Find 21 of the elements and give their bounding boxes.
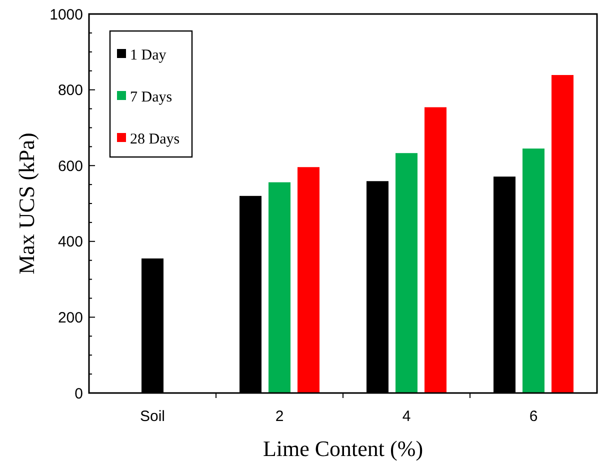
x-tick-label: Soil (140, 408, 166, 425)
bar (396, 153, 418, 393)
x-axis-title: Lime Content (%) (262, 436, 424, 461)
y-tick-label: 0 (74, 385, 83, 402)
bar (298, 167, 320, 393)
legend-label: 28 Days (130, 131, 180, 148)
y-tick-label: 600 (58, 158, 83, 175)
bar (424, 107, 446, 393)
y-tick-label: 400 (58, 234, 83, 251)
x-tick-label: 2 (275, 408, 284, 425)
y-axis-title: Max UCS (kPa) (14, 132, 39, 274)
bar (552, 75, 574, 393)
bar (522, 148, 544, 393)
y-tick-label: 800 (58, 82, 83, 100)
legend-label: 1 Day (130, 47, 167, 64)
legend-label: 7 Days (130, 89, 172, 106)
x-tick-label: 4 (402, 408, 411, 425)
y-tick-label: 200 (58, 309, 83, 326)
y-tick-label: 1000 (50, 6, 83, 24)
bar (268, 182, 290, 393)
x-tick-label: 6 (529, 408, 538, 425)
